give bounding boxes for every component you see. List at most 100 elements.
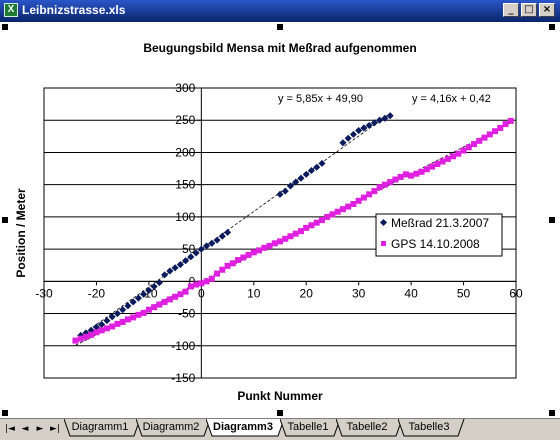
data-point[interactable] bbox=[166, 296, 173, 303]
data-point[interactable] bbox=[282, 235, 289, 242]
data-point[interactable] bbox=[292, 230, 299, 237]
sheet-tab-diagramm3[interactable]: Diagramm3 bbox=[206, 419, 285, 437]
data-point[interactable] bbox=[371, 188, 378, 195]
selection-handle-middle-right[interactable] bbox=[549, 217, 555, 223]
data-point[interactable] bbox=[93, 329, 100, 336]
data-point[interactable] bbox=[119, 318, 126, 325]
data-point[interactable] bbox=[460, 147, 467, 154]
data-point[interactable] bbox=[134, 294, 142, 302]
restore-button[interactable]: □ bbox=[521, 3, 537, 17]
data-point[interactable] bbox=[355, 126, 363, 135]
data-point[interactable] bbox=[476, 137, 483, 144]
sheet-tab-diagramm1[interactable]: Diagramm1 bbox=[64, 419, 141, 437]
data-point[interactable] bbox=[276, 190, 284, 198]
data-point[interactable] bbox=[502, 121, 509, 128]
data-point[interactable] bbox=[119, 306, 127, 314]
data-point[interactable] bbox=[277, 238, 283, 245]
data-point[interactable] bbox=[376, 116, 384, 124]
data-point[interactable] bbox=[392, 176, 399, 183]
data-point[interactable] bbox=[130, 314, 137, 321]
data-point[interactable] bbox=[303, 224, 310, 231]
data-point[interactable] bbox=[88, 331, 95, 338]
data-point[interactable] bbox=[266, 242, 273, 249]
last-sheet-button[interactable]: ►| bbox=[50, 424, 60, 434]
data-point[interactable] bbox=[224, 262, 231, 269]
selection-handle-bottom-left[interactable] bbox=[2, 410, 8, 416]
data-point[interactable] bbox=[224, 228, 232, 236]
close-button[interactable]: × bbox=[539, 3, 555, 17]
data-point[interactable] bbox=[492, 128, 499, 135]
data-point[interactable] bbox=[235, 257, 242, 264]
data-point[interactable] bbox=[155, 279, 163, 287]
data-point[interactable] bbox=[355, 197, 362, 204]
data-point[interactable] bbox=[386, 112, 394, 120]
data-point[interactable] bbox=[250, 249, 257, 256]
data-point[interactable] bbox=[334, 208, 341, 215]
data-point[interactable] bbox=[439, 158, 446, 165]
data-point[interactable] bbox=[329, 211, 336, 218]
data-point[interactable] bbox=[218, 232, 226, 240]
data-point[interactable] bbox=[339, 206, 346, 213]
data-point[interactable] bbox=[82, 333, 89, 340]
data-point[interactable] bbox=[434, 161, 441, 168]
data-point[interactable] bbox=[381, 181, 388, 188]
data-point[interactable] bbox=[124, 316, 131, 323]
data-point[interactable] bbox=[208, 239, 216, 247]
data-point[interactable] bbox=[187, 283, 194, 290]
data-point[interactable] bbox=[98, 327, 105, 334]
data-point[interactable] bbox=[92, 323, 100, 331]
data-point[interactable] bbox=[507, 117, 514, 124]
data-point[interactable] bbox=[261, 244, 268, 251]
data-point[interactable] bbox=[349, 130, 357, 138]
data-point[interactable] bbox=[166, 267, 174, 275]
data-point[interactable] bbox=[113, 310, 121, 318]
data-point[interactable] bbox=[171, 264, 179, 272]
data-point[interactable] bbox=[408, 172, 415, 179]
data-point[interactable] bbox=[366, 191, 373, 198]
data-point[interactable] bbox=[339, 139, 347, 147]
sheet-tab-tabelle3[interactable]: Tabelle3 bbox=[398, 419, 465, 437]
data-point[interactable] bbox=[450, 153, 457, 160]
data-point[interactable] bbox=[103, 317, 111, 325]
data-point[interactable] bbox=[140, 309, 147, 316]
data-point[interactable] bbox=[286, 182, 295, 190]
data-point[interactable] bbox=[313, 163, 321, 171]
data-point[interactable] bbox=[271, 240, 278, 247]
data-point[interactable] bbox=[481, 134, 488, 141]
data-point[interactable] bbox=[240, 254, 247, 261]
data-point[interactable] bbox=[324, 213, 331, 220]
data-series[interactable] bbox=[72, 112, 514, 344]
data-point[interactable] bbox=[471, 141, 478, 148]
data-point[interactable] bbox=[151, 304, 158, 311]
data-point[interactable] bbox=[297, 228, 304, 235]
data-point[interactable] bbox=[145, 306, 152, 313]
data-point[interactable] bbox=[307, 166, 316, 175]
data-point[interactable] bbox=[182, 288, 189, 295]
selection-handle-top-center[interactable] bbox=[277, 24, 283, 30]
data-point[interactable] bbox=[109, 323, 116, 330]
data-point[interactable] bbox=[156, 301, 163, 308]
data-point[interactable] bbox=[413, 170, 420, 177]
series-messrad[interactable] bbox=[77, 112, 394, 340]
data-point[interactable] bbox=[176, 261, 184, 269]
data-point[interactable] bbox=[302, 170, 310, 178]
minimize-button[interactable]: _ bbox=[503, 3, 519, 17]
selection-handle-bottom-center[interactable] bbox=[277, 410, 283, 416]
data-point[interactable] bbox=[423, 166, 430, 173]
data-point[interactable] bbox=[350, 201, 357, 207]
data-point[interactable] bbox=[455, 150, 462, 157]
data-point[interactable] bbox=[213, 236, 221, 244]
data-point[interactable] bbox=[308, 222, 315, 229]
data-point[interactable] bbox=[287, 233, 294, 240]
data-point[interactable] bbox=[203, 278, 210, 285]
data-point[interactable] bbox=[161, 271, 169, 279]
data-point[interactable] bbox=[345, 203, 352, 210]
data-point[interactable] bbox=[77, 335, 84, 342]
first-sheet-button[interactable]: |◄ bbox=[5, 424, 15, 434]
data-point[interactable] bbox=[344, 134, 352, 142]
data-point[interactable] bbox=[177, 291, 184, 298]
data-point[interactable] bbox=[172, 293, 179, 300]
series-gps[interactable] bbox=[72, 117, 514, 344]
data-point[interactable] bbox=[418, 168, 425, 175]
prev-sheet-button[interactable]: ◄ bbox=[21, 424, 29, 434]
